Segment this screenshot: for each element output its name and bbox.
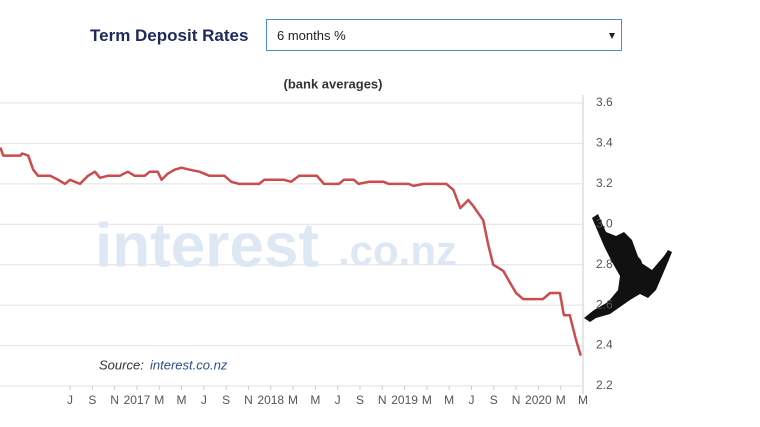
x-tick-label: N	[378, 393, 387, 407]
term-dropdown[interactable]: 6 months %	[266, 19, 622, 51]
chart-subtitle: (bank averages)	[284, 76, 383, 91]
x-tick-label: N	[244, 393, 253, 407]
x-tick-label: N	[110, 393, 119, 407]
x-tick-label: S	[88, 393, 96, 407]
watermark: .co.nz	[338, 227, 457, 274]
y-tick-label: 2.4	[596, 338, 613, 352]
x-tick-label: J	[468, 393, 474, 407]
grid	[0, 95, 584, 394]
x-tick-label: M	[310, 393, 320, 407]
falling-figure	[584, 214, 672, 322]
x-tick-label: M	[177, 393, 187, 407]
dropdown-arrow	[609, 33, 615, 39]
y-tick-label: 2.8	[596, 257, 613, 271]
x-tick-label: M	[444, 393, 454, 407]
x-tick-label: 2018	[257, 393, 284, 407]
x-tick-label: M	[154, 393, 164, 407]
x-tick-label: 2019	[391, 393, 418, 407]
dropdown-value: 6 months %	[277, 28, 346, 43]
x-tick-label: S	[490, 393, 498, 407]
x-tick-label: M	[288, 393, 298, 407]
x-tick-label: M	[556, 393, 566, 407]
x-tick-label: M	[422, 393, 432, 407]
x-tick-label: 2017	[124, 393, 151, 407]
x-tick-label: S	[356, 393, 364, 407]
x-tick-label: J	[67, 393, 73, 407]
x-tick-label: 2020	[525, 393, 552, 407]
source-label: Source:	[99, 357, 144, 372]
header-title: Term Deposit Rates	[90, 26, 249, 45]
watermark: interest	[95, 211, 319, 280]
plot	[0, 147, 582, 357]
x-tick-label: N	[512, 393, 521, 407]
y-tick-label: 3.6	[596, 95, 613, 109]
x-tick-label: J	[335, 393, 341, 407]
rate-line	[0, 147, 582, 357]
y-tick-label: 3.4	[596, 136, 613, 150]
source-link[interactable]: interest.co.nz	[150, 357, 228, 372]
x-tick-label: J	[201, 393, 207, 407]
y-tick-label: 3.2	[596, 176, 613, 190]
y-tick-label: 2.6	[596, 297, 613, 311]
y-tick-label: 3.0	[596, 216, 613, 230]
y-tick-label: 2.2	[596, 378, 613, 392]
x-tick-label: M	[578, 393, 588, 407]
x-tick-label: S	[222, 393, 230, 407]
